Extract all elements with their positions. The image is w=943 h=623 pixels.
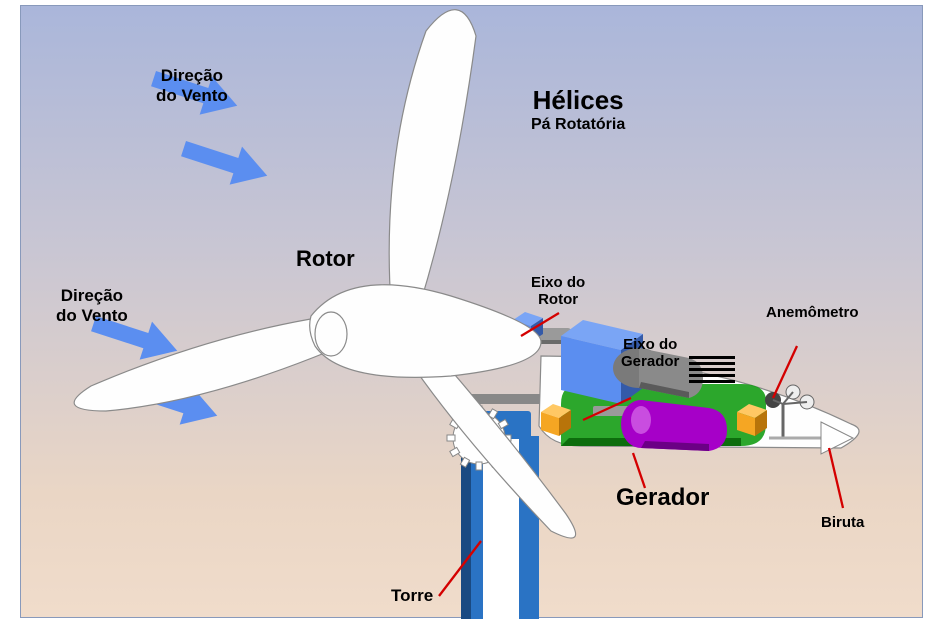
diagram-canvas: Direção do Vento Direção do Vento Hélice… xyxy=(20,5,923,618)
label-wind-dir-2-line1: Direção xyxy=(61,286,123,305)
label-anemometer: Anemômetro xyxy=(766,304,859,321)
label-rotor: Rotor xyxy=(296,246,355,271)
label-wind-vane: Biruta xyxy=(821,514,864,531)
label-wind-dir-1-line1: Direção xyxy=(161,66,223,85)
label-helices-sub: Pá Rotatória xyxy=(531,116,625,134)
label-tower: Torre xyxy=(391,586,433,606)
label-wind-dir-2-line2: do Vento xyxy=(56,306,128,325)
label-helices-main: Hélices xyxy=(533,85,624,115)
label-rotor-shaft: Eixo do Rotor xyxy=(531,274,585,309)
label-generator: Gerador xyxy=(616,484,709,512)
label-wind-dir-2: Direção do Vento xyxy=(56,286,128,325)
label-helices: Hélices Pá Rotatória xyxy=(531,86,625,134)
label-wind-dir-1: Direção do Vento xyxy=(156,66,228,105)
wind-arrow-2 xyxy=(177,130,273,195)
label-wind-dir-1-line2: do Vento xyxy=(156,86,228,105)
label-gen-shaft: Eixo do Gerador xyxy=(621,336,679,371)
blade-top xyxy=(389,10,476,306)
rotor-hub xyxy=(310,285,541,378)
